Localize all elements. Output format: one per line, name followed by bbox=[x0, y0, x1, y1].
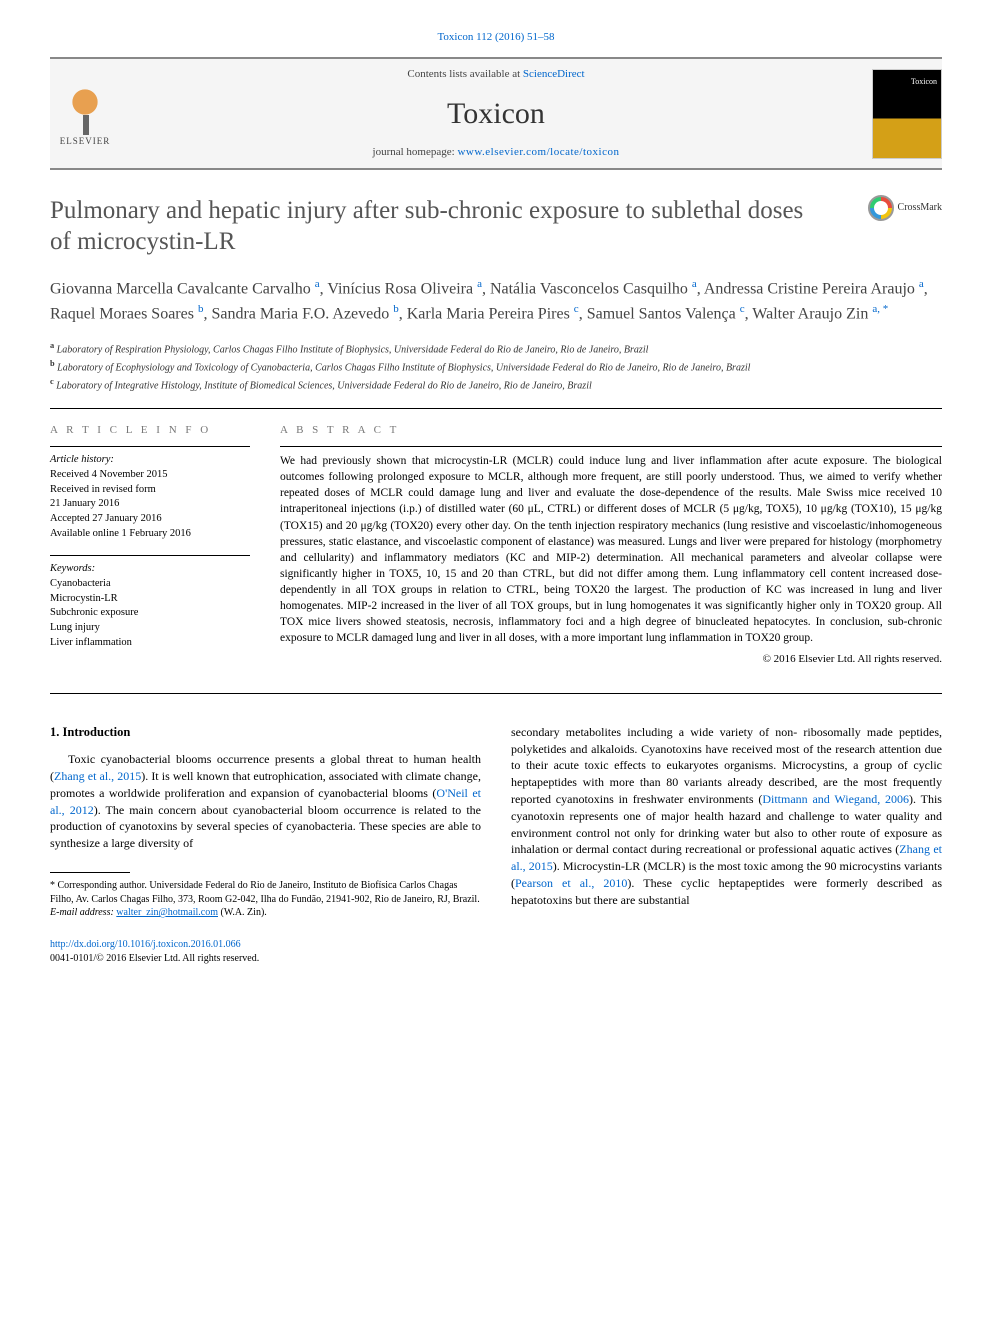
info-abstract-row: A R T I C L E I N F O Article history: R… bbox=[50, 423, 942, 668]
footnote-divider bbox=[50, 872, 130, 873]
history-label: Article history: bbox=[50, 453, 250, 468]
intro-paragraph-2: secondary metabolites including a wide v… bbox=[511, 724, 942, 909]
crossmark-badge-group[interactable]: CrossMark bbox=[868, 195, 942, 221]
email-person: (W.A. Zin). bbox=[218, 907, 267, 918]
keyword-0: Cyanobacteria bbox=[50, 577, 250, 592]
section-heading-intro: 1. Introduction bbox=[50, 724, 481, 742]
keyword-3: Lung injury bbox=[50, 621, 250, 636]
revised-line2: 21 January 2016 bbox=[50, 497, 250, 512]
email-line: E-mail address: walter_zin@hotmail.com (… bbox=[50, 906, 481, 920]
affiliation-a: a Laboratory of Respiration Physiology, … bbox=[50, 340, 942, 358]
keywords-block: Keywords: Cyanobacteria Microcystin-LR S… bbox=[50, 562, 250, 650]
article-info-heading: A R T I C L E I N F O bbox=[50, 423, 250, 438]
article-history: Article history: Received 4 November 201… bbox=[50, 453, 250, 541]
article-title: Pulmonary and hepatic injury after sub-c… bbox=[50, 195, 830, 258]
title-row: Pulmonary and hepatic injury after sub-c… bbox=[50, 195, 942, 258]
journal-name: Toxicon bbox=[120, 93, 872, 135]
journal-cover-thumb bbox=[872, 69, 942, 159]
keyword-4: Liver inflammation bbox=[50, 636, 250, 651]
received-date: Received 4 November 2015 bbox=[50, 468, 250, 483]
revised-line1: Received in revised form bbox=[50, 483, 250, 498]
header-citation: Toxicon 112 (2016) 51–58 bbox=[50, 30, 942, 45]
intro-paragraph-1: Toxic cyanobacterial blooms occurrence p… bbox=[50, 751, 481, 852]
email-label: E-mail address: bbox=[50, 907, 116, 918]
keywords-label: Keywords: bbox=[50, 562, 250, 577]
abstract-column: A B S T R A C T We had previously shown … bbox=[280, 423, 942, 668]
divider-bottom bbox=[50, 693, 942, 694]
accepted-date: Accepted 27 January 2016 bbox=[50, 512, 250, 527]
contents-text: Contents lists available at bbox=[407, 68, 522, 80]
citation-dittmann-2006[interactable]: Dittmann and Wiegand, 2006 bbox=[762, 792, 909, 806]
abstract-heading: A B S T R A C T bbox=[280, 423, 942, 438]
body-column-right: secondary metabolites including a wide v… bbox=[511, 724, 942, 920]
email-link[interactable]: walter_zin@hotmail.com bbox=[116, 907, 218, 918]
elsevier-logo: ELSEVIER bbox=[50, 74, 120, 154]
homepage-text: journal homepage: bbox=[373, 146, 458, 158]
elsevier-tree-icon bbox=[60, 80, 110, 135]
abstract-copyright: © 2016 Elsevier Ltd. All rights reserved… bbox=[280, 652, 942, 667]
affiliation-c: c Laboratory of Integrative Histology, I… bbox=[50, 376, 942, 394]
sciencedirect-link[interactable]: ScienceDirect bbox=[523, 68, 585, 80]
divider-top bbox=[50, 408, 942, 409]
keyword-2: Subchronic exposure bbox=[50, 606, 250, 621]
crossmark-icon bbox=[868, 195, 894, 221]
online-date: Available online 1 February 2016 bbox=[50, 527, 250, 542]
info-divider-2 bbox=[50, 555, 250, 556]
body-column-left: 1. Introduction Toxic cyanobacterial blo… bbox=[50, 724, 481, 920]
corresponding-author-note: * Corresponding author. Universidade Fed… bbox=[50, 879, 481, 906]
footer-block: http://dx.doi.org/10.1016/j.toxicon.2016… bbox=[50, 938, 942, 966]
banner-center: Contents lists available at ScienceDirec… bbox=[120, 67, 872, 160]
body-columns: 1. Introduction Toxic cyanobacterial blo… bbox=[50, 724, 942, 920]
citation-pearson-2010[interactable]: Pearson et al., 2010 bbox=[515, 876, 627, 890]
abstract-divider bbox=[280, 446, 942, 447]
footnotes: * Corresponding author. Universidade Fed… bbox=[50, 879, 481, 920]
authors-list: Giovanna Marcella Cavalcante Carvalho a,… bbox=[50, 276, 942, 327]
homepage-line: journal homepage: www.elsevier.com/locat… bbox=[120, 145, 872, 160]
citation-zhang-2015[interactable]: Zhang et al., 2015 bbox=[54, 769, 141, 783]
article-info-column: A R T I C L E I N F O Article history: R… bbox=[50, 423, 250, 668]
affiliation-b: b Laboratory of Ecophysiology and Toxico… bbox=[50, 358, 942, 376]
crossmark-label: CrossMark bbox=[898, 201, 942, 215]
journal-banner: ELSEVIER Contents lists available at Sci… bbox=[50, 57, 942, 170]
homepage-link[interactable]: www.elsevier.com/locate/toxicon bbox=[457, 146, 619, 158]
keyword-1: Microcystin-LR bbox=[50, 592, 250, 607]
issn-copyright: 0041-0101/© 2016 Elsevier Ltd. All right… bbox=[50, 953, 259, 964]
info-divider-1 bbox=[50, 446, 250, 447]
elsevier-label: ELSEVIER bbox=[60, 135, 111, 148]
affiliations: a Laboratory of Respiration Physiology, … bbox=[50, 340, 942, 393]
doi-link[interactable]: http://dx.doi.org/10.1016/j.toxicon.2016… bbox=[50, 939, 241, 950]
abstract-text: We had previously shown that microcystin… bbox=[280, 453, 942, 646]
contents-line: Contents lists available at ScienceDirec… bbox=[120, 67, 872, 82]
